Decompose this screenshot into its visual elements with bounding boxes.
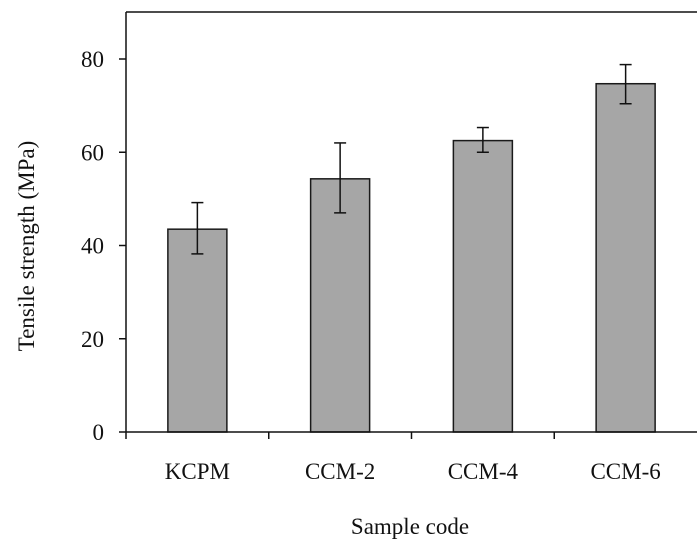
y-axis-title: Tensile strength (MPa) (14, 141, 39, 351)
axes-layer (119, 11, 697, 439)
bar-ccm-6 (595, 82, 656, 433)
bar-kcpm (167, 228, 228, 433)
y-tick-label-80: 80 (81, 47, 104, 72)
error-bars-layer (191, 63, 632, 255)
tick-labels-layer: KCPM CCM-2 CCM-4 CCM-6 0 20 40 60 80 (81, 47, 661, 484)
bars-layer (167, 82, 656, 433)
x-axis-title: Sample code (351, 514, 469, 539)
x-tick-label-ccm-2: CCM-2 (305, 459, 375, 484)
y-tick-label-60: 60 (81, 140, 104, 165)
x-tick-label-ccm-6: CCM-6 (590, 459, 660, 484)
x-tick-label-kcpm: KCPM (165, 459, 230, 484)
bar-ccm-4 (452, 139, 514, 433)
x-tick-label-ccm-4: CCM-4 (448, 459, 519, 484)
error-bar-ccm-2 (334, 142, 347, 214)
y-tick-label-0: 0 (93, 420, 105, 445)
bar-ccm-2 (309, 178, 371, 433)
y-tick-label-20: 20 (81, 327, 104, 352)
y-tick-label-40: 40 (81, 234, 104, 259)
error-bar-ccm-4 (476, 126, 489, 153)
error-bar-kcpm (191, 201, 204, 255)
error-bar-ccm-6 (619, 63, 632, 105)
